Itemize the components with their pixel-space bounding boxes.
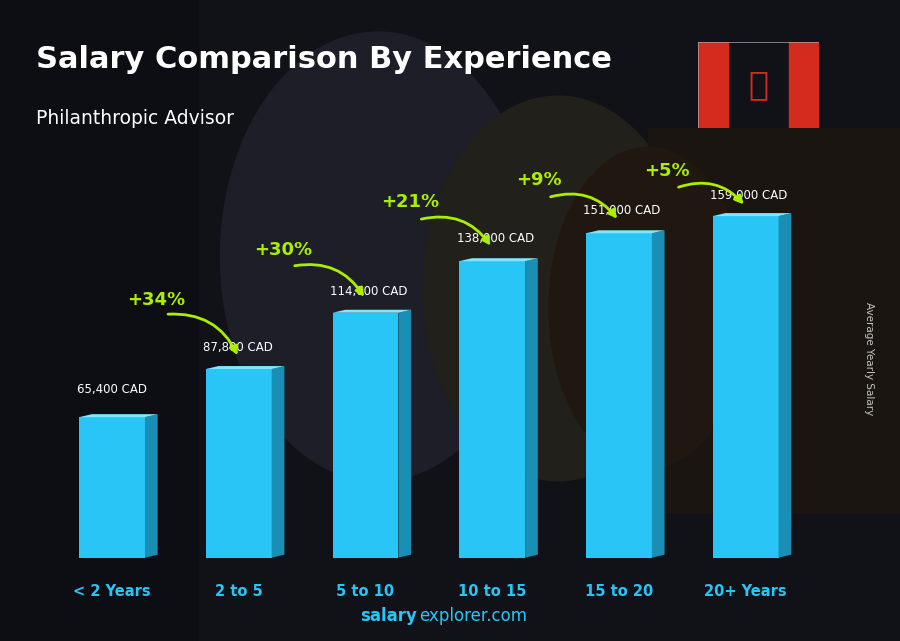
- Text: 20+ Years: 20+ Years: [705, 583, 787, 599]
- Bar: [586, 233, 652, 558]
- Polygon shape: [332, 310, 411, 313]
- Text: explorer.com: explorer.com: [419, 607, 527, 625]
- Text: 87,800 CAD: 87,800 CAD: [203, 341, 273, 354]
- FancyArrowPatch shape: [421, 217, 489, 243]
- Text: 🍁: 🍁: [748, 69, 769, 101]
- Polygon shape: [713, 213, 791, 216]
- Text: Salary Comparison By Experience: Salary Comparison By Experience: [36, 45, 612, 74]
- Text: 159,000 CAD: 159,000 CAD: [710, 188, 788, 202]
- Text: +34%: +34%: [127, 291, 185, 309]
- Polygon shape: [206, 366, 284, 369]
- Text: 65,400 CAD: 65,400 CAD: [76, 383, 147, 396]
- Text: < 2 Years: < 2 Years: [73, 583, 151, 599]
- Polygon shape: [586, 230, 664, 233]
- Text: Average Yearly Salary: Average Yearly Salary: [863, 303, 874, 415]
- Polygon shape: [778, 213, 791, 558]
- Text: +21%: +21%: [381, 193, 439, 211]
- Bar: [788, 42, 819, 128]
- Bar: [0, 0, 198, 641]
- Bar: [459, 262, 525, 558]
- Polygon shape: [79, 414, 158, 417]
- Bar: [698, 42, 728, 128]
- Polygon shape: [399, 310, 411, 558]
- Text: +30%: +30%: [254, 241, 312, 259]
- Polygon shape: [272, 366, 284, 558]
- Bar: [332, 313, 399, 558]
- Text: 114,000 CAD: 114,000 CAD: [330, 285, 408, 298]
- Text: 5 to 10: 5 to 10: [337, 583, 394, 599]
- FancyArrowPatch shape: [168, 314, 237, 353]
- Bar: [713, 216, 778, 558]
- Text: 2 to 5: 2 to 5: [215, 583, 263, 599]
- Text: 15 to 20: 15 to 20: [585, 583, 653, 599]
- FancyArrowPatch shape: [551, 194, 616, 216]
- Text: +5%: +5%: [644, 162, 690, 180]
- Bar: [206, 369, 272, 558]
- Text: salary: salary: [360, 607, 417, 625]
- FancyArrowPatch shape: [679, 183, 742, 202]
- Text: +9%: +9%: [517, 172, 562, 190]
- Text: Philanthropic Advisor: Philanthropic Advisor: [36, 109, 234, 128]
- Polygon shape: [459, 258, 538, 262]
- Ellipse shape: [220, 32, 536, 481]
- Bar: [79, 417, 145, 558]
- Ellipse shape: [423, 96, 693, 481]
- Text: 138,000 CAD: 138,000 CAD: [456, 232, 534, 245]
- Text: 151,000 CAD: 151,000 CAD: [583, 204, 661, 217]
- Text: 10 to 15: 10 to 15: [458, 583, 526, 599]
- Ellipse shape: [549, 147, 747, 468]
- FancyArrowPatch shape: [294, 265, 363, 294]
- Bar: [648, 128, 900, 513]
- Polygon shape: [525, 258, 538, 558]
- Polygon shape: [652, 230, 664, 558]
- Polygon shape: [145, 414, 158, 558]
